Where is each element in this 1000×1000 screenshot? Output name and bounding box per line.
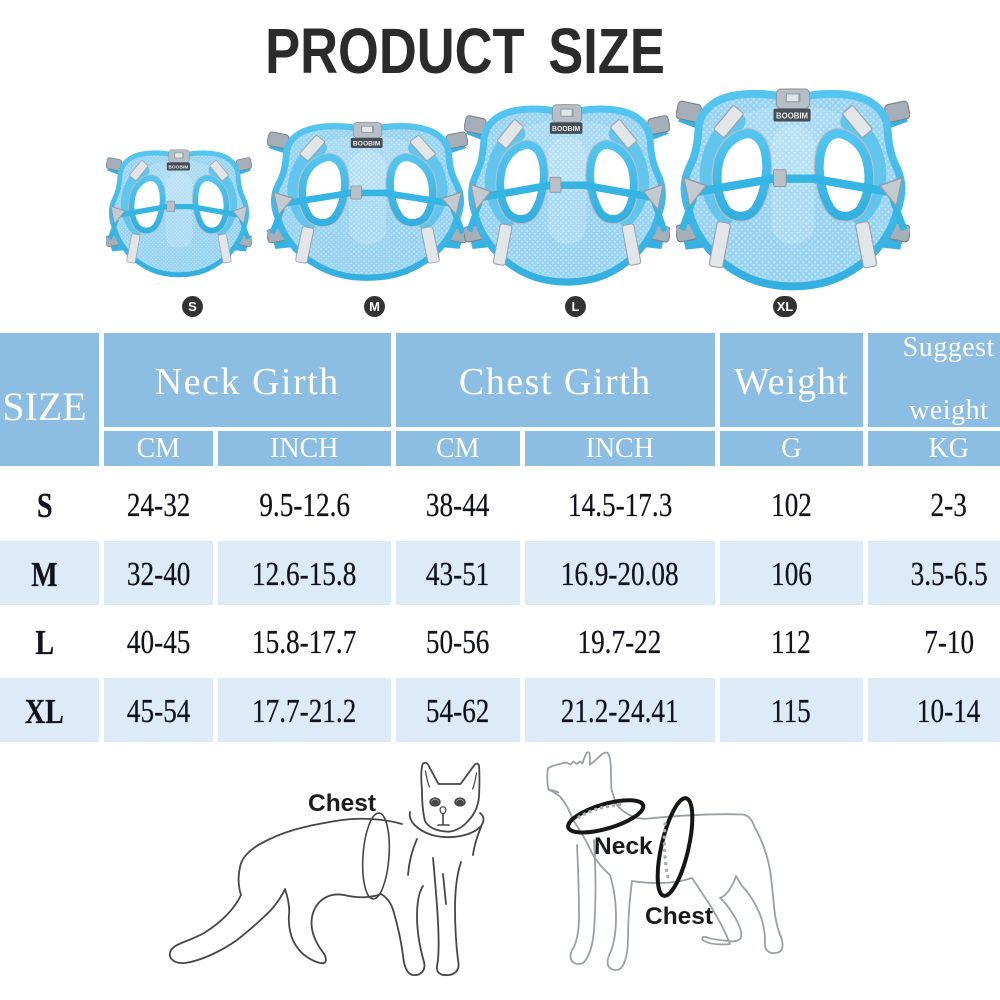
- svg-text:Chest: Chest: [645, 903, 713, 930]
- svg-text:Neck: Neck: [594, 833, 653, 860]
- svg-text:Chest: Chest: [308, 790, 376, 817]
